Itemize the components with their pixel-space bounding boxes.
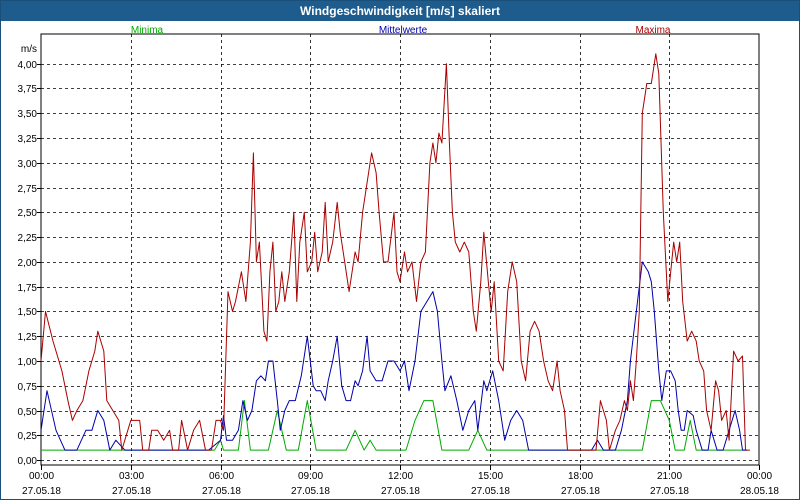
y-tick-label: 3,25 xyxy=(18,134,38,145)
x-tick-date: 27.05.18 xyxy=(381,486,420,497)
x-tick-time: 06:00 xyxy=(209,471,234,482)
legend: Minima Mittelwerte Maxima xyxy=(131,25,671,36)
x-tick-date: 27.05.18 xyxy=(561,486,600,497)
y-tick-label: 3,00 xyxy=(18,159,38,170)
y-tick-label: 1,00 xyxy=(18,357,38,368)
series-line-maxima xyxy=(40,53,750,451)
y-tick-label: 3,50 xyxy=(18,109,38,120)
x-tick-date: 28.05.18 xyxy=(740,486,779,497)
x-tick-date: 27.05.18 xyxy=(291,486,330,497)
y-tick-label: 3,75 xyxy=(18,84,38,95)
y-tick-label: 0,00 xyxy=(18,456,38,467)
legend-minima: Minima xyxy=(131,25,164,36)
wind-speed-chart: 0,00 0,25 0,50 0,75 1,00 1,25 1,50 1,75 2,00 2,25… xyxy=(18,25,780,497)
y-tick-label: 0,50 xyxy=(18,407,38,418)
series-line-minima xyxy=(41,400,747,451)
axes: 0,00 0,25 0,50 0,75 1,00 1,25 1,50 1,75 2,00 2,25… xyxy=(18,33,779,497)
y-tick-label: 4,00 xyxy=(18,60,38,71)
x-tick-time: 21:00 xyxy=(657,471,682,482)
x-tick-time: 00:00 xyxy=(29,471,54,482)
legend-maxima: Maxima xyxy=(635,25,670,36)
y-tick-label: 2,25 xyxy=(18,233,38,244)
x-tick-time: 18:00 xyxy=(568,471,593,482)
y-tick-label: 1,25 xyxy=(18,332,38,343)
x-tick-time: 09:00 xyxy=(298,471,323,482)
y-axis-unit: m/s xyxy=(21,44,37,55)
chart-title: Windgeschwindigkeit [m/s] skaliert xyxy=(1,1,799,21)
y-tick-label: 2,75 xyxy=(18,184,38,195)
series-line-mittelwerte xyxy=(40,261,747,451)
x-tick-date: 27.05.18 xyxy=(650,486,689,497)
x-tick-time: 03:00 xyxy=(119,471,144,482)
y-tick-label: 2,50 xyxy=(18,208,38,219)
x-tick-date: 27.05.18 xyxy=(112,486,151,497)
x-tick-time: 15:00 xyxy=(478,471,503,482)
y-tick-label: 2,00 xyxy=(18,258,38,269)
legend-mittelwerte: Mittelwerte xyxy=(379,25,428,36)
y-tick-label: 0,25 xyxy=(18,431,38,442)
x-tick-date: 27.05.18 xyxy=(202,486,241,497)
x-tick-time: 00:00 xyxy=(747,471,772,482)
y-tick-label: 1,75 xyxy=(18,283,38,294)
x-tick-date: 27.05.18 xyxy=(471,486,510,497)
series-lines xyxy=(40,53,750,451)
x-tick-time: 12:00 xyxy=(388,471,413,482)
y-tick-label: 1,50 xyxy=(18,307,38,318)
x-tick-date: 27.05.18 xyxy=(22,486,61,497)
y-tick-label: 0,75 xyxy=(18,382,38,393)
